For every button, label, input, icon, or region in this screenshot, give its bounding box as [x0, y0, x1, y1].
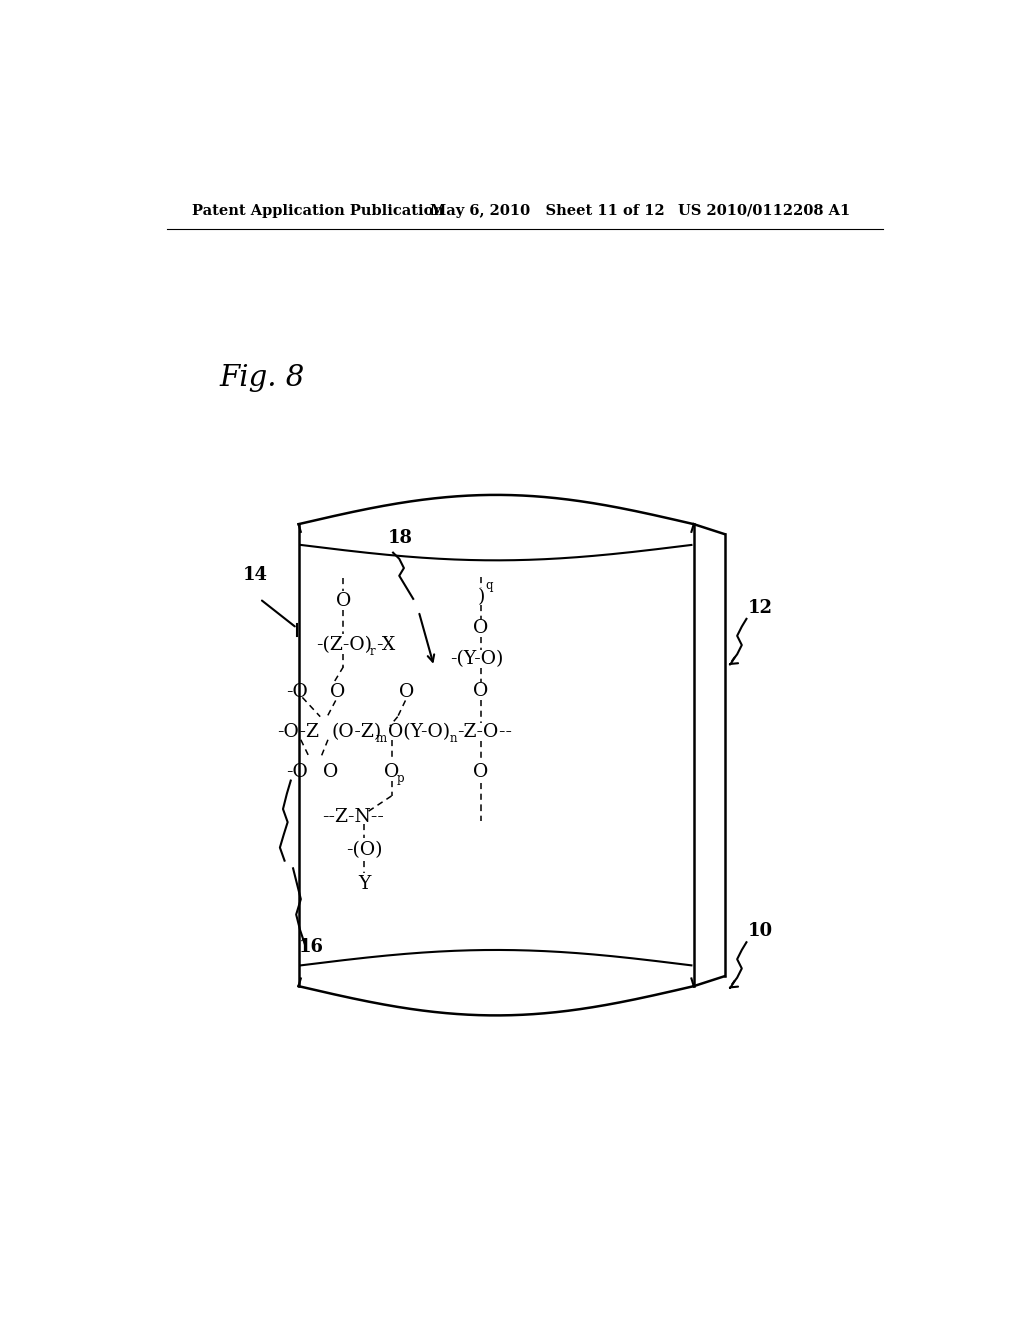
Text: O: O [336, 593, 351, 610]
Text: -(O): -(O) [346, 841, 383, 859]
Text: -O: -O [286, 763, 308, 781]
Text: -(Y-O): -(Y-O) [451, 649, 504, 668]
Text: (O-Z): (O-Z) [332, 723, 382, 741]
Text: -(Z-O): -(Z-O) [316, 636, 373, 653]
Text: O(Y-O): O(Y-O) [387, 723, 450, 741]
Text: O: O [473, 682, 488, 700]
Text: -Z-O--: -Z-O-- [457, 723, 512, 741]
Text: n: n [450, 731, 458, 744]
Text: p: p [397, 772, 404, 785]
Text: 16: 16 [299, 937, 324, 956]
Text: q: q [485, 579, 493, 593]
Text: ): ) [478, 589, 485, 606]
Text: O: O [473, 619, 488, 638]
Text: O: O [384, 763, 399, 781]
Text: r: r [370, 644, 375, 657]
Text: -O: -O [286, 682, 308, 701]
Text: Y: Y [358, 875, 371, 892]
Text: --Z-N--: --Z-N-- [322, 808, 384, 826]
Text: O: O [324, 763, 339, 781]
Text: US 2010/0112208 A1: US 2010/0112208 A1 [678, 203, 851, 218]
Text: -O-Z: -O-Z [278, 723, 319, 741]
Text: O: O [473, 763, 488, 781]
Text: May 6, 2010   Sheet 11 of 12: May 6, 2010 Sheet 11 of 12 [430, 203, 665, 218]
Text: 14: 14 [243, 566, 267, 585]
Text: -X: -X [377, 636, 395, 653]
Text: Fig. 8: Fig. 8 [219, 363, 305, 392]
Text: m: m [376, 731, 387, 744]
Text: 10: 10 [748, 923, 773, 940]
Text: O: O [399, 682, 415, 701]
Text: O: O [330, 682, 345, 701]
Text: 12: 12 [748, 599, 773, 616]
Text: 18: 18 [388, 529, 413, 548]
Text: Patent Application Publication: Patent Application Publication [191, 203, 443, 218]
